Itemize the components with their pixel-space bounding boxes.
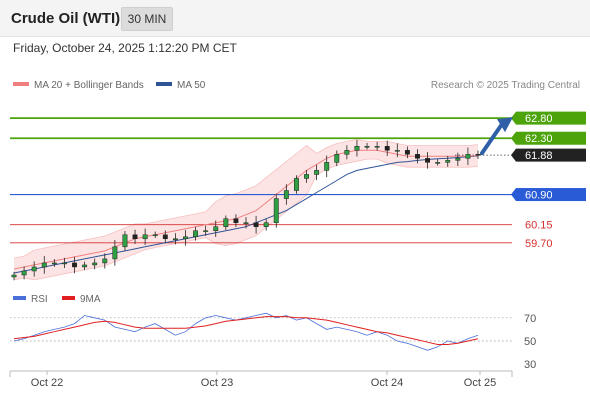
level-tag-pointer-62.30	[511, 131, 516, 145]
candle-body	[354, 146, 360, 151]
candle-body	[465, 154, 471, 159]
candle-body	[102, 258, 108, 264]
candle-body	[425, 158, 431, 163]
candle-body	[152, 234, 158, 237]
candle-body	[263, 222, 269, 227]
candle-body	[334, 154, 340, 163]
legend-ma50-swatch	[156, 82, 172, 87]
legend-ma20: MA 20 + Bollinger Bands	[13, 80, 144, 91]
candle-body	[253, 222, 259, 227]
candle-body	[394, 150, 400, 152]
candle-body	[273, 198, 279, 223]
legend-ma20-swatch	[13, 82, 29, 87]
candles	[11, 140, 481, 281]
candle-body	[404, 150, 410, 155]
candle-body	[243, 222, 249, 224]
x-tick-label: Oct 25	[464, 377, 496, 389]
candle-body	[415, 154, 420, 159]
candle-body	[324, 162, 330, 171]
candle-body	[193, 230, 199, 238]
bollinger-upper	[13, 138, 479, 259]
ma20-line	[13, 149, 479, 270]
level-tag-pointer-61.88	[511, 148, 516, 162]
legend-rsi-swatch	[13, 296, 26, 301]
forecast-arrow-head	[497, 117, 513, 133]
bollinger-lower	[13, 158, 479, 281]
legend-9ma-label: 9MA	[80, 294, 101, 305]
candle-body	[203, 230, 209, 232]
candle-body	[213, 226, 219, 232]
candle-body	[364, 146, 370, 148]
candle-body	[122, 234, 128, 248]
candle-body	[435, 162, 441, 164]
legend-ma20-label: MA 20 + Bollinger Bands	[34, 80, 144, 91]
candle-body	[132, 234, 138, 240]
candle-body	[92, 262, 98, 266]
level-tag-pointer-60.90	[511, 188, 516, 202]
legend-9ma-swatch	[62, 296, 75, 301]
candle-body	[72, 262, 77, 268]
candle-body	[142, 234, 148, 240]
legend-rsi-label: RSI	[31, 294, 48, 305]
candle-body	[51, 262, 57, 265]
rsi-tick-70: 70	[524, 313, 536, 325]
candle-body	[31, 266, 37, 272]
candle-body	[172, 238, 178, 241]
timestamp: Friday, October 24, 2025 1:12:20 PM CET	[13, 41, 237, 55]
candle-body	[183, 236, 188, 240]
level-label-62.30: 62.30	[525, 133, 553, 145]
candle-body	[314, 170, 320, 175]
x-tick-label: Oct 24	[371, 377, 403, 389]
forecast-arrow-shaft	[480, 122, 504, 156]
candle-body	[344, 150, 350, 155]
candle-body	[11, 274, 17, 278]
level-tag-62.80	[516, 111, 586, 125]
legend-9ma: 9MA	[62, 294, 101, 305]
rsi-line	[13, 312, 479, 351]
rsi-9ma-line	[13, 316, 479, 345]
candle-body	[293, 178, 299, 191]
candle-body	[21, 270, 27, 276]
rsi-tick-50: 50	[524, 336, 536, 348]
research-credit: Research © 2025 Trading Central	[430, 80, 580, 91]
candle-body	[41, 262, 47, 268]
rsi-tick-30: 30	[524, 359, 536, 371]
legend-rsi: RSI	[13, 294, 48, 305]
candle-body	[162, 234, 168, 240]
legend-ma50: MA 50	[156, 80, 205, 91]
timeframe-button[interactable]: 30 MIN	[121, 7, 173, 31]
level-tag-pointer-62.80	[511, 111, 516, 125]
level-tag-60.90	[516, 188, 586, 202]
candle-body	[384, 146, 390, 151]
candle-body	[445, 160, 451, 163]
candle-body	[233, 218, 239, 223]
candle-body	[82, 264, 88, 268]
level-label-59.70: 59.70	[525, 238, 553, 250]
candle-body	[374, 146, 380, 148]
legend-ma50-label: MA 50	[177, 80, 206, 91]
level-label-62.80: 62.80	[525, 113, 553, 125]
candle-body	[223, 218, 229, 227]
header-bar: Crude Oil (WTI) 30 MIN	[0, 0, 590, 37]
candle-body	[112, 246, 118, 260]
candle-body	[304, 174, 309, 179]
level-tag-61.88	[516, 148, 586, 162]
x-tick-label: Oct 22	[31, 377, 63, 389]
instrument-title: Crude Oil (WTI)	[11, 10, 121, 27]
x-tick-label: Oct 23	[201, 377, 233, 389]
level-label-60.15: 60.15	[525, 220, 553, 232]
level-tag-62.30	[516, 131, 586, 145]
level-label-60.90: 60.90	[525, 190, 553, 202]
candle-body	[455, 158, 461, 161]
candle-body	[475, 154, 481, 156]
candle-body	[61, 262, 67, 265]
bollinger-band	[14, 139, 478, 280]
candle-body	[283, 190, 289, 199]
level-label-61.88: 61.88	[525, 150, 553, 162]
